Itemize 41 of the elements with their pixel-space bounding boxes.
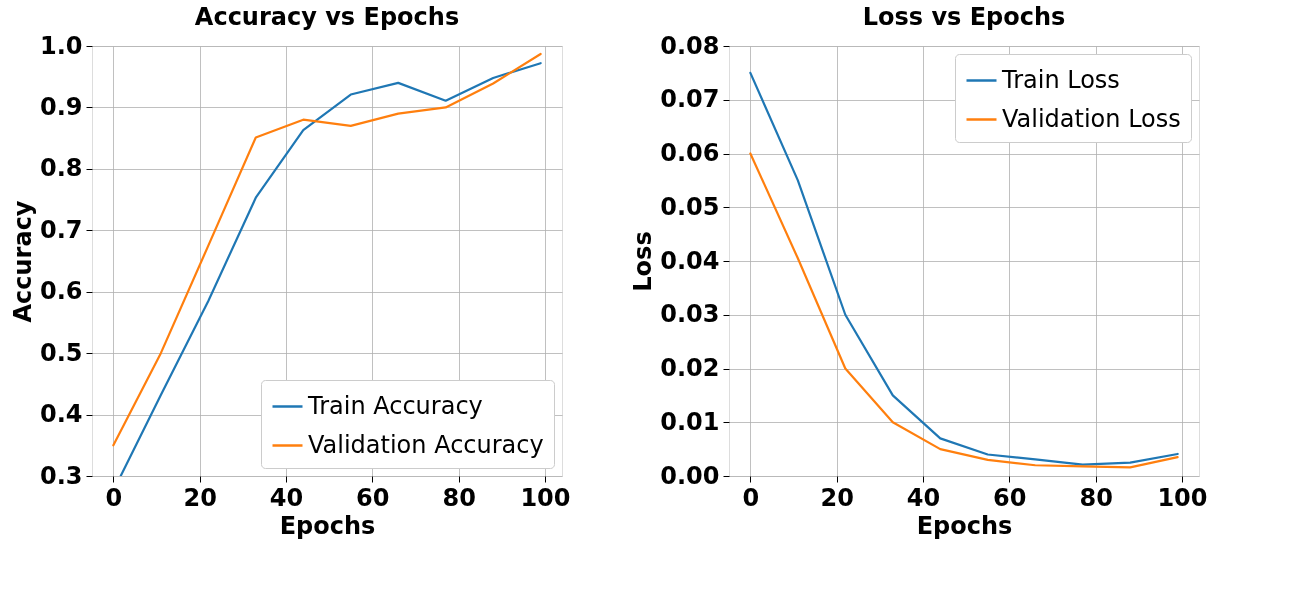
y-tick-label: 0.5	[39, 338, 83, 367]
legend-label: Validation Accuracy	[308, 430, 544, 459]
x-tick-label: 0	[105, 483, 123, 512]
y-tick-label: 0.02	[660, 354, 720, 382]
line-series	[749, 71, 1179, 466]
y-tick-label: 0.04	[660, 246, 720, 275]
y-tick-label: 0.05	[660, 192, 720, 221]
y-tick-label: 0.06	[660, 139, 720, 167]
x-tick-label: 20	[820, 483, 854, 512]
y-tick-label: 0.6	[39, 277, 83, 306]
x-tick-label: 60	[356, 483, 390, 512]
y-tick-label: 0.8	[39, 154, 83, 183]
x-tick-label: 80	[1079, 483, 1113, 512]
x-tick-label: 100	[520, 483, 571, 512]
chart-title: Loss vs Epochs	[862, 3, 1066, 31]
legend-label: Validation Loss	[1002, 104, 1181, 133]
x-tick-label: 20	[183, 483, 217, 512]
y-tick-label: 0.7	[39, 215, 83, 244]
y-tick-label: 0.00	[660, 461, 720, 490]
y-tick-label: 1.0	[39, 31, 83, 60]
line-series	[749, 152, 1179, 469]
x-tick-label: 40	[269, 483, 304, 512]
x-tick-label: 40	[906, 483, 941, 512]
x-tick-label: 80	[442, 483, 476, 512]
legend-label: Train Loss	[1001, 65, 1120, 94]
y-tick-label: 0.08	[660, 31, 720, 60]
y-axis-title: Accuracy	[8, 200, 37, 323]
legend-label: Train Accuracy	[307, 391, 483, 420]
y-tick-label: 0.9	[39, 92, 83, 121]
x-tick-label: 0	[742, 483, 760, 512]
x-tick-label: 60	[993, 483, 1027, 512]
x-axis-title: Epochs	[916, 511, 1013, 540]
y-tick-label: 0.03	[660, 300, 720, 329]
x-tick-label: 100	[1157, 483, 1208, 512]
y-tick-label: 0.01	[660, 407, 720, 436]
y-tick-label: 0.4	[39, 400, 83, 429]
y-tick-label: 0.3	[39, 461, 83, 490]
chart-title: Accuracy vs Epochs	[194, 3, 460, 31]
y-tick-label: 0.07	[660, 85, 720, 114]
y-axis-title: Loss	[629, 231, 658, 292]
x-axis-title: Epochs	[279, 511, 376, 540]
